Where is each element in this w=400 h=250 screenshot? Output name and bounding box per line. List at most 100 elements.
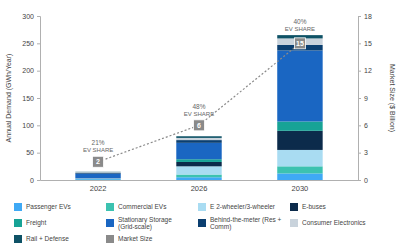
bar-segment xyxy=(75,171,120,172)
axis-line xyxy=(359,17,362,181)
legend-swatch xyxy=(198,203,206,211)
bar-segment xyxy=(75,179,120,180)
tick-label: 18 xyxy=(364,13,372,20)
chart-container: 0 50 100 150 200 250 300 0 3 6 9 12 15 18 2022 2026 2030… xyxy=(0,0,400,250)
bar-segment xyxy=(176,159,221,162)
annotation-subtext: EV SHARE xyxy=(184,111,214,117)
tick: 250 xyxy=(22,40,40,47)
tick: 12 xyxy=(358,67,372,74)
tick-label: 0 xyxy=(30,177,34,184)
tick-label: 100 xyxy=(22,122,34,129)
bar-segment xyxy=(176,162,221,166)
tick-label: 6 xyxy=(364,122,368,129)
market-marker xyxy=(93,156,104,167)
tick: 3 xyxy=(358,149,368,156)
tick-label: 15 xyxy=(364,40,372,47)
tick-mark xyxy=(37,153,40,154)
legend-label: E 2-wheeler/3-wheeler xyxy=(210,203,276,210)
tick-label: 50 xyxy=(26,149,34,156)
tick: 300 xyxy=(22,13,40,20)
bar-segment xyxy=(176,136,221,138)
tick: 200 xyxy=(22,67,40,74)
tick: 15 xyxy=(358,40,372,47)
legend-label: Passenger EVs xyxy=(26,203,72,211)
tick-label: 9 xyxy=(364,95,368,102)
legend-swatch xyxy=(14,219,22,227)
bar-segment xyxy=(176,177,221,180)
y2-axis: 0 3 6 9 12 15 18 xyxy=(358,13,372,184)
bar-segment xyxy=(75,179,120,180)
tick: 2030 xyxy=(292,180,309,193)
bar-segment xyxy=(176,143,221,159)
marks xyxy=(75,35,322,180)
tick-mark xyxy=(358,98,361,99)
tick-mark xyxy=(358,71,361,72)
tick-label: 200 xyxy=(22,67,34,74)
tick: 2022 xyxy=(90,180,107,193)
bar-segment xyxy=(75,174,120,179)
bar-segment xyxy=(277,122,322,131)
tick-mark xyxy=(358,16,361,17)
annotation-subtext: EV SHARE xyxy=(83,147,113,153)
bar-segment xyxy=(176,140,221,143)
tick-mark xyxy=(37,98,40,99)
legend-swatch xyxy=(198,219,206,227)
data-label: 15 xyxy=(296,40,304,47)
axis-line xyxy=(37,17,41,181)
tick: 9 xyxy=(358,95,368,102)
annotation-text: 21% xyxy=(92,139,105,146)
tick-mark xyxy=(358,125,361,126)
data-label: 2 xyxy=(96,158,100,165)
legend-swatch xyxy=(14,203,22,211)
market-marker xyxy=(294,38,305,49)
tick-mark xyxy=(37,180,40,181)
tick: 18 xyxy=(358,13,372,20)
x-axis: 2022 2026 2030 xyxy=(41,180,359,193)
legend-label: Consumer Electronics xyxy=(302,219,366,226)
tick: 50 xyxy=(26,149,40,156)
tick-label: 2022 xyxy=(90,184,107,193)
market-marker xyxy=(194,120,205,131)
tick-label: 0 xyxy=(364,177,368,184)
data-label: 6 xyxy=(197,122,201,129)
bar-segment xyxy=(277,150,322,166)
tick-label: 300 xyxy=(22,13,34,20)
tick: 150 xyxy=(22,95,40,102)
tick-label: 3 xyxy=(364,149,368,156)
legend-swatch xyxy=(290,203,298,211)
bar-segment xyxy=(176,166,221,174)
tick-mark xyxy=(37,43,40,44)
legend-swatch xyxy=(290,219,298,227)
legend-label: Rail + Defense xyxy=(26,235,69,242)
tick-mark xyxy=(37,71,40,72)
tick-mark xyxy=(358,153,361,154)
legend-swatch xyxy=(106,235,114,243)
bar-segment xyxy=(75,172,120,174)
legend-label: E-buses xyxy=(302,203,327,210)
legend-label: Freight xyxy=(26,219,46,227)
tick: 0 xyxy=(30,177,40,184)
chart-svg: 0 50 100 150 200 250 300 0 3 6 9 12 15 18 2022 2026 2030… xyxy=(0,0,400,250)
legend-label: Market Size xyxy=(118,235,153,242)
legend-label: Commercial EVs xyxy=(118,203,167,210)
tick-label: 2030 xyxy=(292,184,309,193)
tick-label: 150 xyxy=(22,95,34,102)
tick: 2026 xyxy=(191,180,208,193)
annotation-text: 48% xyxy=(192,103,205,110)
annotation-subtext: EV SHARE xyxy=(285,26,315,32)
y-axis-title: Annual Demand (GWh/Year) xyxy=(5,54,13,143)
tick-label: 12 xyxy=(364,67,372,74)
tick-mark xyxy=(37,16,40,17)
y-axis: 0 50 100 150 200 250 300 xyxy=(22,13,40,184)
tick-mark xyxy=(37,125,40,126)
bar-segment xyxy=(277,131,322,150)
tick: 6 xyxy=(358,122,368,129)
labels: 2615EV SHARE21%EV SHARE48%EV SHARE40% xyxy=(83,18,315,167)
tick-mark xyxy=(358,43,361,44)
annotation-text: 40% xyxy=(293,18,306,25)
bar-segment xyxy=(277,166,322,173)
legend-swatch xyxy=(14,235,22,243)
legend-swatch xyxy=(106,219,114,227)
legend-label: Behind-the-meter (Res +Comm) xyxy=(210,216,282,231)
tick: 100 xyxy=(22,122,40,129)
